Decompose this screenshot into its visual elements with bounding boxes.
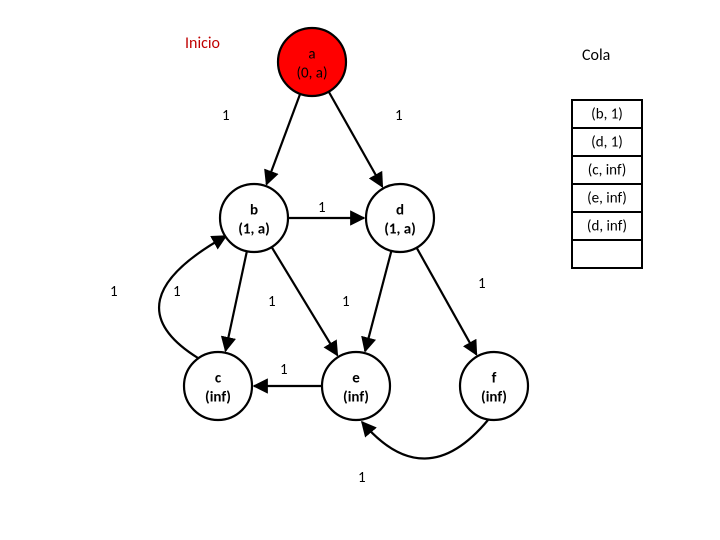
edge-weight: 1	[222, 107, 230, 125]
edge-f-e	[362, 420, 488, 459]
node-a: a(0, a)	[278, 28, 346, 96]
node-sublabel: (1, a)	[238, 221, 270, 239]
nodes-group: a(0, a)b(1, a)d(1, a)c(inf)e(inf)f(inf)	[184, 28, 528, 420]
queue-cell-text: (d, 1)	[591, 134, 623, 152]
node-sublabel: (inf)	[481, 389, 507, 407]
edge-a-d	[329, 92, 383, 187]
edge-weight: 1	[110, 283, 118, 301]
node-b: b(1, a)	[220, 184, 288, 252]
node-label: d	[396, 202, 404, 220]
node-f: f(inf)	[460, 352, 528, 420]
queue-cell	[572, 240, 642, 268]
node-label: f	[492, 370, 497, 388]
diagram-canvas: a(0, a)b(1, a)d(1, a)c(inf)e(inf)f(inf) …	[0, 0, 720, 540]
edge-b-e	[272, 247, 338, 355]
queue-table: (b, 1) (d, 1) (c, inf) (e, inf) (d, inf)	[572, 100, 642, 268]
edge-weight: 1	[268, 293, 276, 311]
edge-c-b	[159, 236, 226, 358]
edge-weight: 1	[173, 283, 181, 301]
edge-a-b	[267, 94, 301, 184]
edge-d-f	[417, 248, 477, 355]
node-label: c	[215, 370, 222, 388]
queue-cell-text: (b, 1)	[591, 106, 623, 124]
edge-weight: 1	[342, 293, 350, 311]
node-sublabel: (inf)	[205, 389, 231, 407]
edge-weight: 1	[478, 275, 486, 293]
edge-weight: 1	[358, 469, 366, 487]
node-sublabel: (0, a)	[296, 65, 327, 83]
queue-title: Cola	[582, 46, 610, 65]
edge-weight: 1	[395, 107, 403, 125]
queue-cell-text: (c, inf)	[588, 162, 627, 180]
node-c: c(inf)	[184, 352, 252, 420]
edge-d-e	[365, 251, 391, 351]
queue-cell-text: (d, inf)	[587, 218, 627, 236]
node-label: e	[352, 370, 360, 388]
start-label: Inicio	[185, 34, 220, 53]
edge-weight: 1	[318, 199, 326, 217]
node-e: e(inf)	[322, 352, 390, 420]
node-d: d(1, a)	[366, 184, 434, 252]
node-label: b	[250, 202, 258, 220]
edge-b-c	[226, 251, 247, 351]
node-sublabel: (inf)	[343, 389, 369, 407]
queue-cell-text: (e, inf)	[587, 190, 627, 208]
node-label: a	[308, 46, 315, 64]
node-sublabel: (1, a)	[384, 221, 416, 239]
edge-weight: 1	[280, 361, 288, 379]
edge-labels-group: 1 1 1 1 1 1 1 1 1 1	[110, 107, 486, 487]
